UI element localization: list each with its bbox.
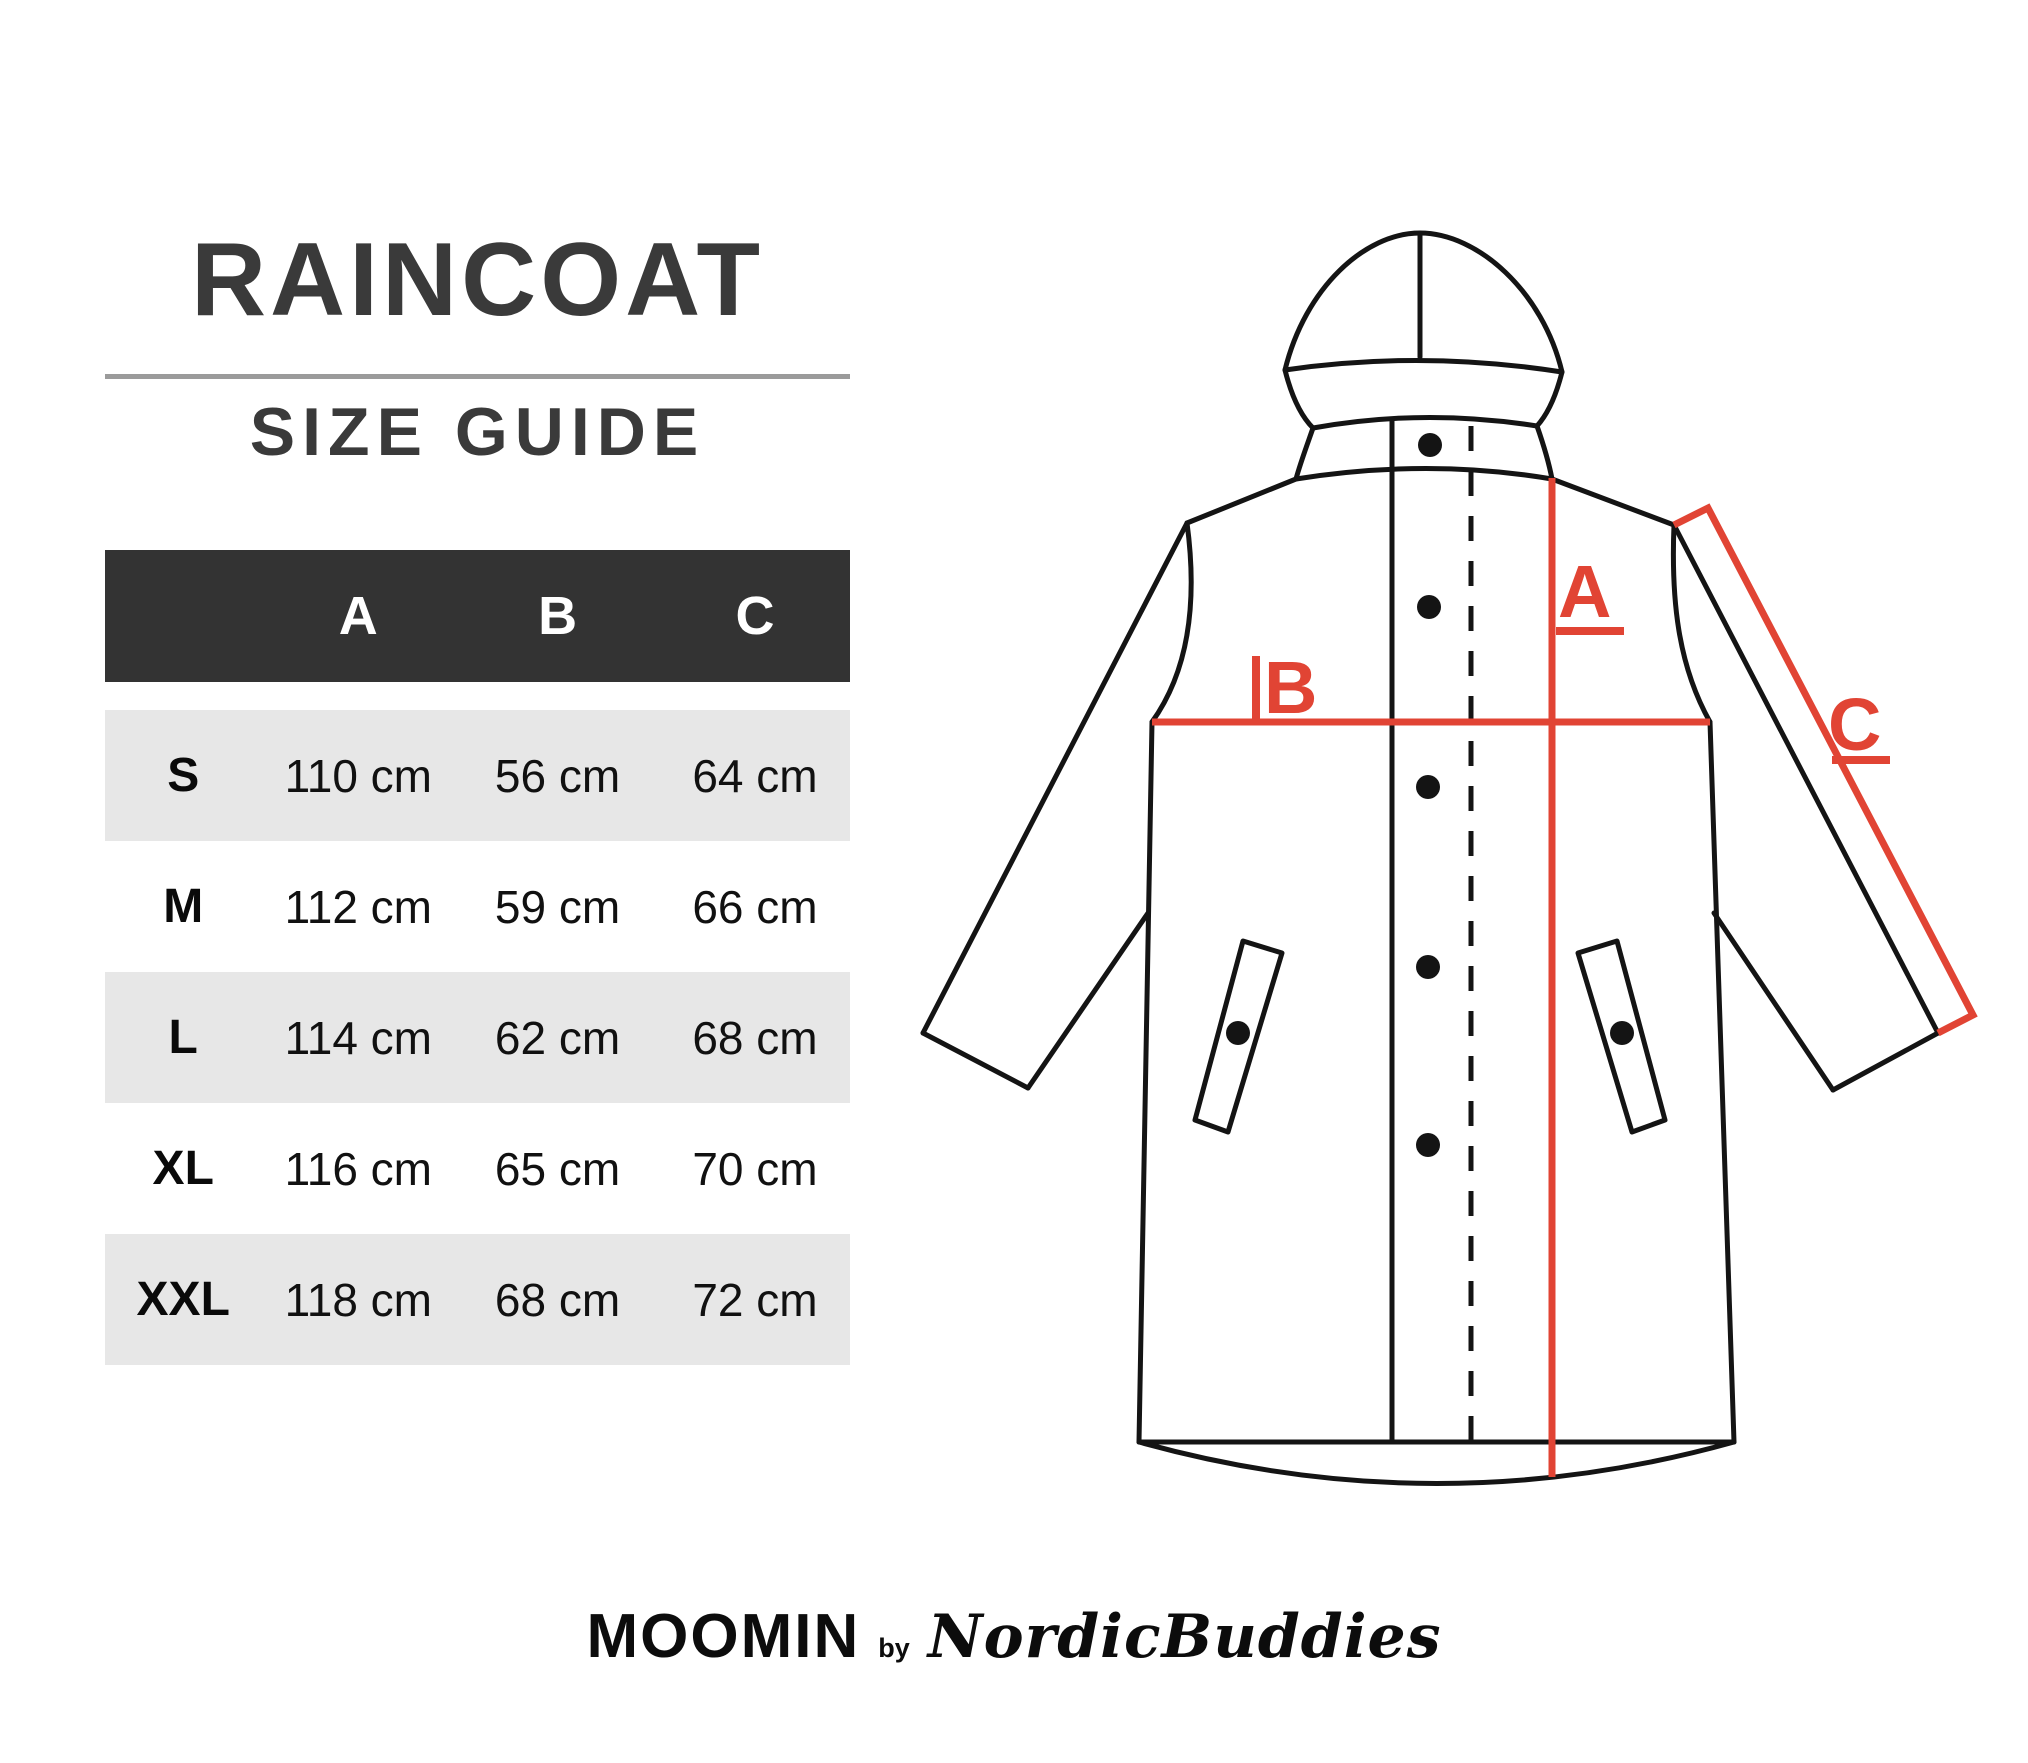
measurement-label-b: B <box>1264 646 1317 729</box>
right-pocket-button <box>1610 1021 1634 1045</box>
value-a: 116 cm <box>284 1142 432 1195</box>
right-armhole-seam <box>1670 522 1713 725</box>
nordicbuddies-logo: NordicBuddies <box>927 1602 1442 1672</box>
value-b: 56 cm <box>494 749 621 802</box>
value-c: 64 cm <box>692 749 818 802</box>
collar-left-edge <box>1293 425 1316 482</box>
table-header-row: A B C <box>105 550 850 682</box>
hood-brim-top <box>1282 357 1565 375</box>
page-subtitle: SIZE GUIDE <box>249 394 706 470</box>
footer-logo: MOOMIN by NordicBuddies <box>0 1606 2028 1706</box>
size-label: M <box>163 880 204 933</box>
placket-button-1 <box>1417 595 1441 619</box>
value-a: 114 cm <box>284 1011 432 1064</box>
hem-curved-edge <box>1136 1439 1737 1486</box>
hood-brim-bottom <box>1310 415 1540 431</box>
right-sleeve-top-edge <box>1671 522 1941 1036</box>
table-header-gap <box>105 682 850 710</box>
value-b: 62 cm <box>494 1011 621 1064</box>
table-row-xxl: XXL 118 cm 68 cm 72 cm <box>105 1234 850 1365</box>
collar-bottom-seam <box>1293 466 1555 482</box>
left-sleeve-cuff <box>920 1030 1031 1091</box>
value-c: 68 cm <box>692 1011 818 1064</box>
collar-right-edge <box>1534 423 1555 482</box>
value-a: 118 cm <box>284 1273 432 1326</box>
raincoat-diagram: A B C <box>920 230 1978 1486</box>
moomin-logo: MOOMIN <box>586 1602 861 1671</box>
measurement-label-a: A <box>1558 550 1611 633</box>
left-shoulder-line <box>1184 476 1299 526</box>
value-b: 59 cm <box>494 880 621 933</box>
measurement-label-c: C <box>1828 683 1881 766</box>
value-b: 68 cm <box>494 1273 621 1326</box>
placket-button-3 <box>1416 955 1440 979</box>
table-row-xl: XL 116 cm 65 cm 70 cm <box>105 1103 850 1234</box>
torso-right-edge <box>1707 719 1737 1445</box>
table-row-l: L 114 cm 62 cm 68 cm <box>105 972 850 1103</box>
left-pocket-button <box>1226 1021 1250 1045</box>
placket-button-4 <box>1416 1133 1440 1157</box>
page-title: RAINCOAT <box>190 222 765 338</box>
header-cell-b: B <box>538 586 578 646</box>
size-label: XL <box>152 1142 214 1195</box>
value-a: 112 cm <box>284 880 432 933</box>
value-c: 72 cm <box>692 1273 818 1326</box>
left-sleeve-top-edge <box>920 520 1190 1036</box>
hood-brim-left-edge <box>1282 367 1316 431</box>
logo-by-text: by <box>878 1633 910 1663</box>
left-sleeve-underside <box>1025 910 1151 1091</box>
right-sleeve-underside <box>1711 910 1836 1093</box>
size-label: L <box>168 1011 198 1064</box>
size-table: A B C S 110 cm 56 cm 64 cm M 112 cm 59 c… <box>105 550 850 1365</box>
value-b: 65 cm <box>494 1142 621 1195</box>
left-armhole-seam <box>1149 520 1194 725</box>
left-pocket <box>1192 938 1285 1135</box>
value-c: 66 cm <box>692 880 818 933</box>
header-cell-c: C <box>735 586 775 646</box>
hood-brim-right-edge <box>1534 369 1565 429</box>
size-label: XXL <box>136 1273 230 1326</box>
table-row-s: S 110 cm 56 cm 64 cm <box>105 710 850 841</box>
table-row-m: M 112 cm 59 cm 66 cm <box>105 841 850 972</box>
right-shoulder-line <box>1549 476 1677 528</box>
right-pocket <box>1575 938 1668 1135</box>
value-c: 70 cm <box>692 1142 818 1195</box>
title-divider <box>105 374 850 379</box>
placket-button-2 <box>1416 775 1440 799</box>
hood-outline <box>1282 230 1565 375</box>
header-cell-a: A <box>338 586 378 646</box>
torso-left-edge <box>1136 719 1155 1445</box>
right-sleeve-cuff <box>1830 1030 1941 1093</box>
value-a: 110 cm <box>284 749 432 802</box>
size-label: S <box>167 749 200 802</box>
collar-button <box>1418 433 1442 457</box>
